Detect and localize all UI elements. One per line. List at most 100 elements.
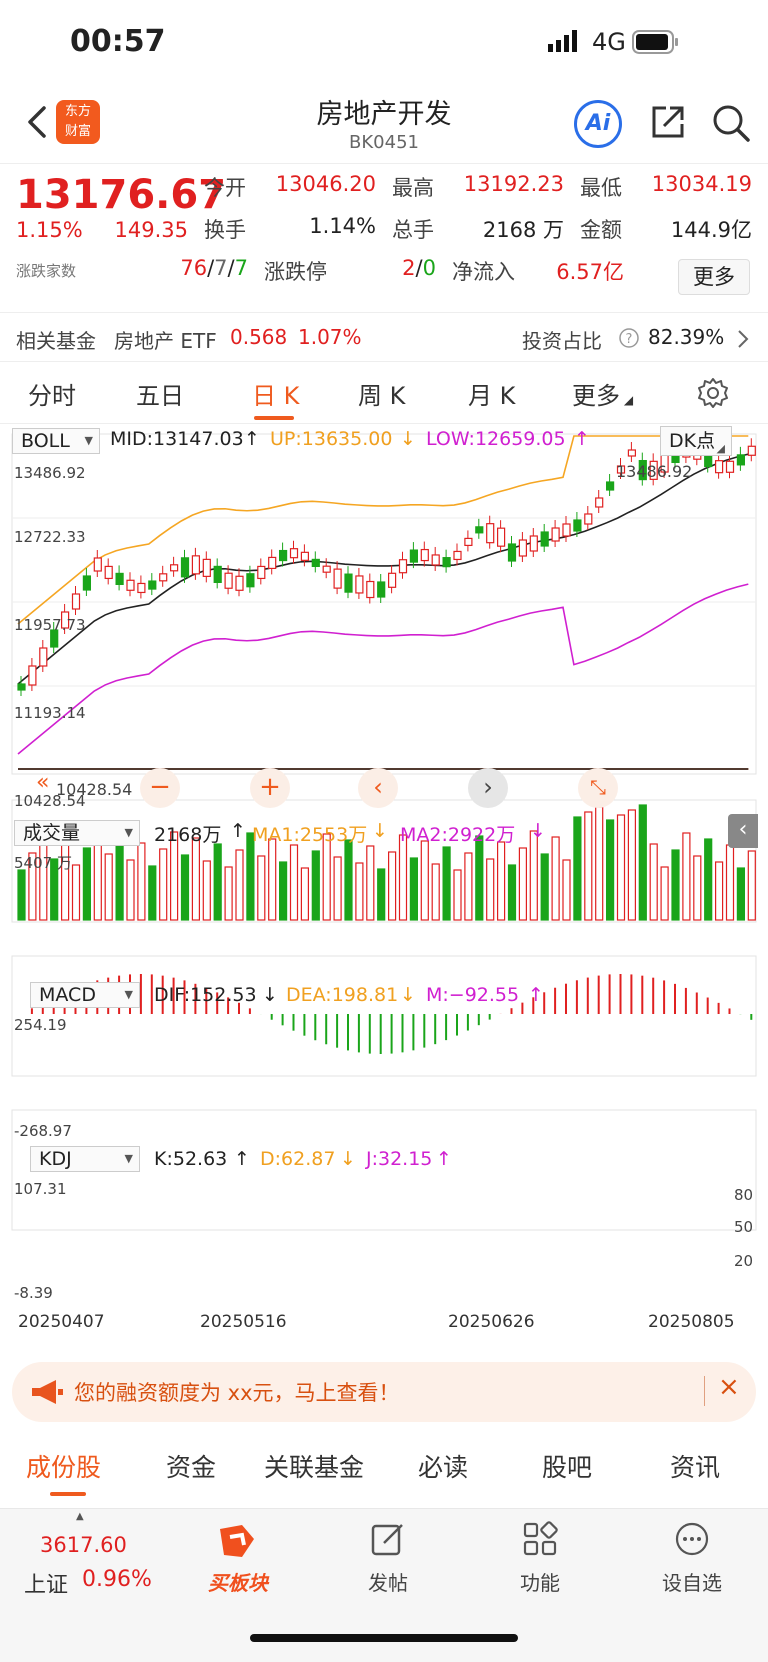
promo-banner[interactable]: 您的融资额度为 xx元，马上查看！ × <box>12 1362 756 1422</box>
tab-forum[interactable]: 股吧 <box>542 1453 593 1482</box>
candle-body <box>191 555 200 575</box>
volume-bar <box>28 852 37 921</box>
tab-daily-k[interactable]: 日 K <box>252 382 300 410</box>
zoom-in-button[interactable]: + <box>250 768 290 808</box>
logo-line-2: 财富 <box>64 124 91 139</box>
candle-body <box>355 575 364 594</box>
volume-bar <box>671 849 680 921</box>
scroll-left-button[interactable]: ‹ <box>358 768 398 808</box>
help-icon[interactable]: ? <box>618 327 640 349</box>
dk-point-select[interactable]: DK点 ◢ <box>660 426 732 456</box>
volume-bar <box>714 861 724 921</box>
app-logo: 东方 财富 <box>56 100 100 144</box>
period-tabs: 分时 五日 日 K 周 K 月 K 更多 ◢ <box>0 362 768 424</box>
boll-low: LOW:12659.05 <box>426 428 566 450</box>
back-icon[interactable] <box>22 102 52 142</box>
add-watchlist-label[interactable]: 设自选 <box>662 1571 722 1595</box>
kdj-right-80: 80 <box>734 1186 754 1204</box>
ai-assistant-button[interactable]: Ai <box>574 100 622 148</box>
corner-icon: ◢ <box>716 442 725 455</box>
candle-body <box>616 465 626 474</box>
zoom-out-button[interactable]: − <box>140 768 180 808</box>
tab-news[interactable]: 资讯 <box>670 1453 721 1482</box>
macd-dif: DIF:152.53 <box>154 984 257 1006</box>
add-watchlist-icon[interactable] <box>674 1521 710 1557</box>
volume-bar <box>704 838 713 921</box>
index-name[interactable]: 上证 <box>24 1573 69 1598</box>
y-label-4: 11193.14 <box>14 704 86 722</box>
main-indicator-select[interactable]: BOLL ▼ <box>12 428 100 454</box>
signal-icon <box>548 30 577 52</box>
tab-five-day[interactable]: 五日 <box>136 382 184 410</box>
post-label[interactable]: 发帖 <box>368 1571 408 1595</box>
boll-mid: MID:13147.03 <box>110 428 244 450</box>
fund-name: 房地产 ETF <box>114 329 217 353</box>
tab-constituents[interactable]: 成份股 <box>26 1453 102 1482</box>
rewind-icon[interactable]: « <box>36 770 50 795</box>
volume-value: 2168万 <box>154 824 222 846</box>
buy-board-icon[interactable] <box>212 1521 262 1561</box>
tab-monthly-k[interactable]: 月 K <box>468 382 516 410</box>
volume-bar <box>616 814 626 921</box>
candle-body <box>224 572 233 589</box>
volume-bar <box>82 847 92 921</box>
kdj-indicator-select[interactable]: KDJ ▼ <box>30 1146 140 1172</box>
buy-board-label[interactable]: 买板块 <box>208 1571 268 1595</box>
low-label: 最低 <box>580 176 622 200</box>
candle-body <box>257 565 266 580</box>
content-tabs: 成份股 资金 关联基金 必读 股吧 资讯 <box>0 1438 768 1498</box>
tab-funds[interactable]: 资金 <box>166 1453 217 1482</box>
volume-bar <box>170 831 179 921</box>
candle-body <box>235 575 244 591</box>
search-icon[interactable] <box>710 102 752 144</box>
candle-body <box>486 523 495 544</box>
boll-mid-arrow: ↑ <box>244 428 260 450</box>
updown-counts: 76/7/7 <box>180 256 248 280</box>
fund-price: 0.568 <box>230 325 288 349</box>
kdj-d: D:62.87 <box>260 1148 336 1170</box>
candle-body <box>333 568 342 589</box>
volume-bar <box>224 866 233 921</box>
collapse-panel-button[interactable]: ‹ <box>728 814 758 848</box>
index-change[interactable]: 0.96% <box>82 1567 152 1592</box>
volume-bar <box>104 853 113 921</box>
volume-bar <box>747 850 756 921</box>
fullscreen-button[interactable]: ⤡ <box>578 768 618 808</box>
dk-label: DK点 <box>669 430 716 452</box>
function-grid-icon[interactable] <box>522 1521 558 1557</box>
macd-indicator-select[interactable]: MACD ▼ <box>30 982 140 1008</box>
close-icon[interactable]: × <box>718 1372 740 1402</box>
volume-bar <box>660 866 669 921</box>
share-icon[interactable] <box>648 102 688 142</box>
candle-body <box>736 454 746 466</box>
macd-y-top: 254.19 <box>14 1016 67 1034</box>
turnover-label: 换手 <box>204 218 246 242</box>
volume-bar <box>322 833 331 921</box>
tab-more[interactable]: 更多 ◢ <box>572 382 634 410</box>
index-price[interactable]: 3617.60 <box>40 1533 127 1557</box>
candle-body <box>388 572 397 588</box>
tab-weekly-k[interactable]: 周 K <box>358 382 406 410</box>
function-label[interactable]: 功能 <box>520 1571 560 1595</box>
volume-bar <box>486 858 495 921</box>
volume-bar <box>736 867 746 921</box>
volume-indicator-label: 成交量 <box>23 822 81 844</box>
kline-chart[interactable] <box>0 424 768 1324</box>
post-icon[interactable] <box>370 1521 406 1557</box>
volume-bar <box>311 850 320 921</box>
related-fund-row[interactable]: 相关基金 房地产 ETF 0.568 1.07% 投资占比 ? 82.39% <box>0 312 768 362</box>
tab-must-read[interactable]: 必读 <box>418 1453 469 1482</box>
more-button[interactable]: 更多 <box>678 259 750 295</box>
scroll-right-button[interactable]: › <box>468 768 508 808</box>
tab-intraday[interactable]: 分时 <box>28 382 76 410</box>
tab-related-funds[interactable]: 关联基金 <box>264 1453 365 1482</box>
limit-down-count: 0 <box>422 256 436 280</box>
macd-m: M:−92.55 <box>426 984 520 1006</box>
candle-body <box>649 460 658 480</box>
settings-icon[interactable] <box>696 376 730 410</box>
volume-bar <box>180 854 190 921</box>
candle-body <box>529 535 538 552</box>
change-percent: 1.15% <box>16 218 83 242</box>
volume-bar <box>115 836 124 921</box>
volume-indicator-select[interactable]: 成交量 ▼ <box>14 820 140 846</box>
